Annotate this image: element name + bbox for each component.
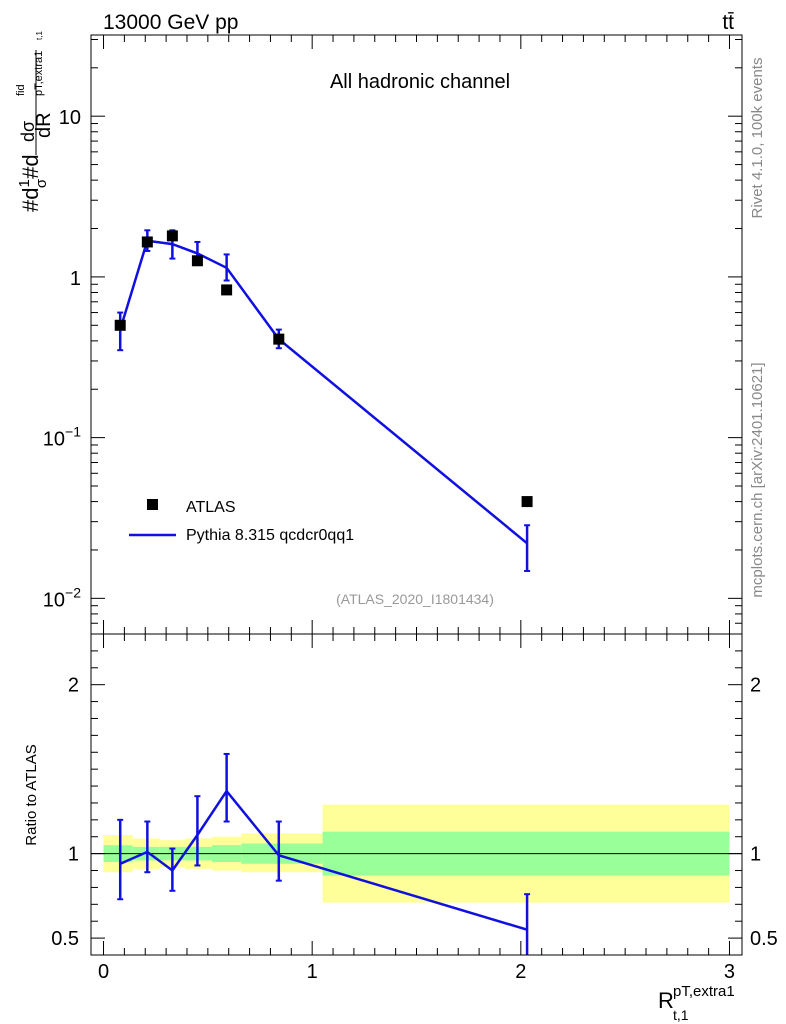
ratio-y-tick-label: 2 <box>68 675 79 697</box>
ratio-y-tick-label: 0.5 <box>51 928 79 950</box>
x-tick-label: 1 <box>307 961 318 983</box>
legend-data-marker <box>147 499 158 510</box>
svg-text:fid: fid <box>15 84 27 96</box>
source-label: mcplots.cern.ch [arXiv:2401.10621] <box>749 362 766 597</box>
y-axis-title: #d1σ#d dσ fid pT,extra1 t,1 dR <box>15 31 55 212</box>
data-point <box>221 284 233 296</box>
ratio-y-tick-label: 1 <box>68 844 79 866</box>
main-panel-frame <box>90 34 743 635</box>
data-point <box>273 333 285 345</box>
data-point <box>141 236 153 248</box>
x-tick-label: 2 <box>515 961 526 983</box>
y-tick-label: 10 <box>59 107 81 129</box>
legend: ATLAS Pythia 8.315 qcdcr0qq1 <box>129 499 354 544</box>
svg-text:R: R <box>658 988 674 1013</box>
ratio-y-tick-label-right: 1 <box>750 844 761 866</box>
mc-line <box>119 239 528 545</box>
main-panel: 10−2 10−1 1 10 <box>43 34 743 635</box>
chart-title: All hadronic channel <box>330 71 510 93</box>
svg-text:pT,extra1: pT,extra1 <box>673 983 735 1000</box>
svg-text:pT,extra1: pT,extra1 <box>33 51 45 96</box>
ratio-panel-frame <box>90 633 743 956</box>
svg-text:t,1: t,1 <box>673 1007 689 1023</box>
ratio-y-tick-label-right: 0.5 <box>750 928 778 950</box>
analysis-label: (ATLAS_2020_I1801434) <box>336 591 494 607</box>
energy-label: 13000 GeV pp <box>103 11 238 34</box>
data-point <box>521 496 533 508</box>
x-axis-title: R pT,extra1 t,1 <box>658 983 735 1023</box>
svg-text:t,1: t,1 <box>35 31 44 40</box>
legend-data-label: ATLAS <box>186 499 236 516</box>
rivet-version-label: Rivet 4.1.0, 100k events <box>749 58 766 219</box>
x-tick-label: 3 <box>724 961 735 983</box>
y-tick-label: 1 <box>70 268 81 290</box>
y-tick-label: 10−2 <box>43 584 81 611</box>
ratio-y-tick-label-right: 2 <box>750 675 761 697</box>
data-point <box>191 255 203 267</box>
ratio-y-axis-title: Ratio to ATLAS <box>23 744 40 845</box>
x-tick-label: 0 <box>98 961 109 983</box>
process-label: tt̄ <box>722 11 734 34</box>
ratio-panel: 0.5 0.5 1 1 2 2 0 1 2 3 <box>51 633 778 983</box>
svg-text:dR: dR <box>33 112 55 138</box>
data-point <box>114 319 126 331</box>
legend-mc-label: Pythia 8.315 qcdcr0qq1 <box>186 527 354 544</box>
y-tick-label: 10−1 <box>43 424 81 451</box>
svg-text:dσ: dσ <box>18 121 38 142</box>
svg-text:#d1σ#d: #d1σ#d <box>16 154 50 212</box>
data-point <box>166 230 178 242</box>
